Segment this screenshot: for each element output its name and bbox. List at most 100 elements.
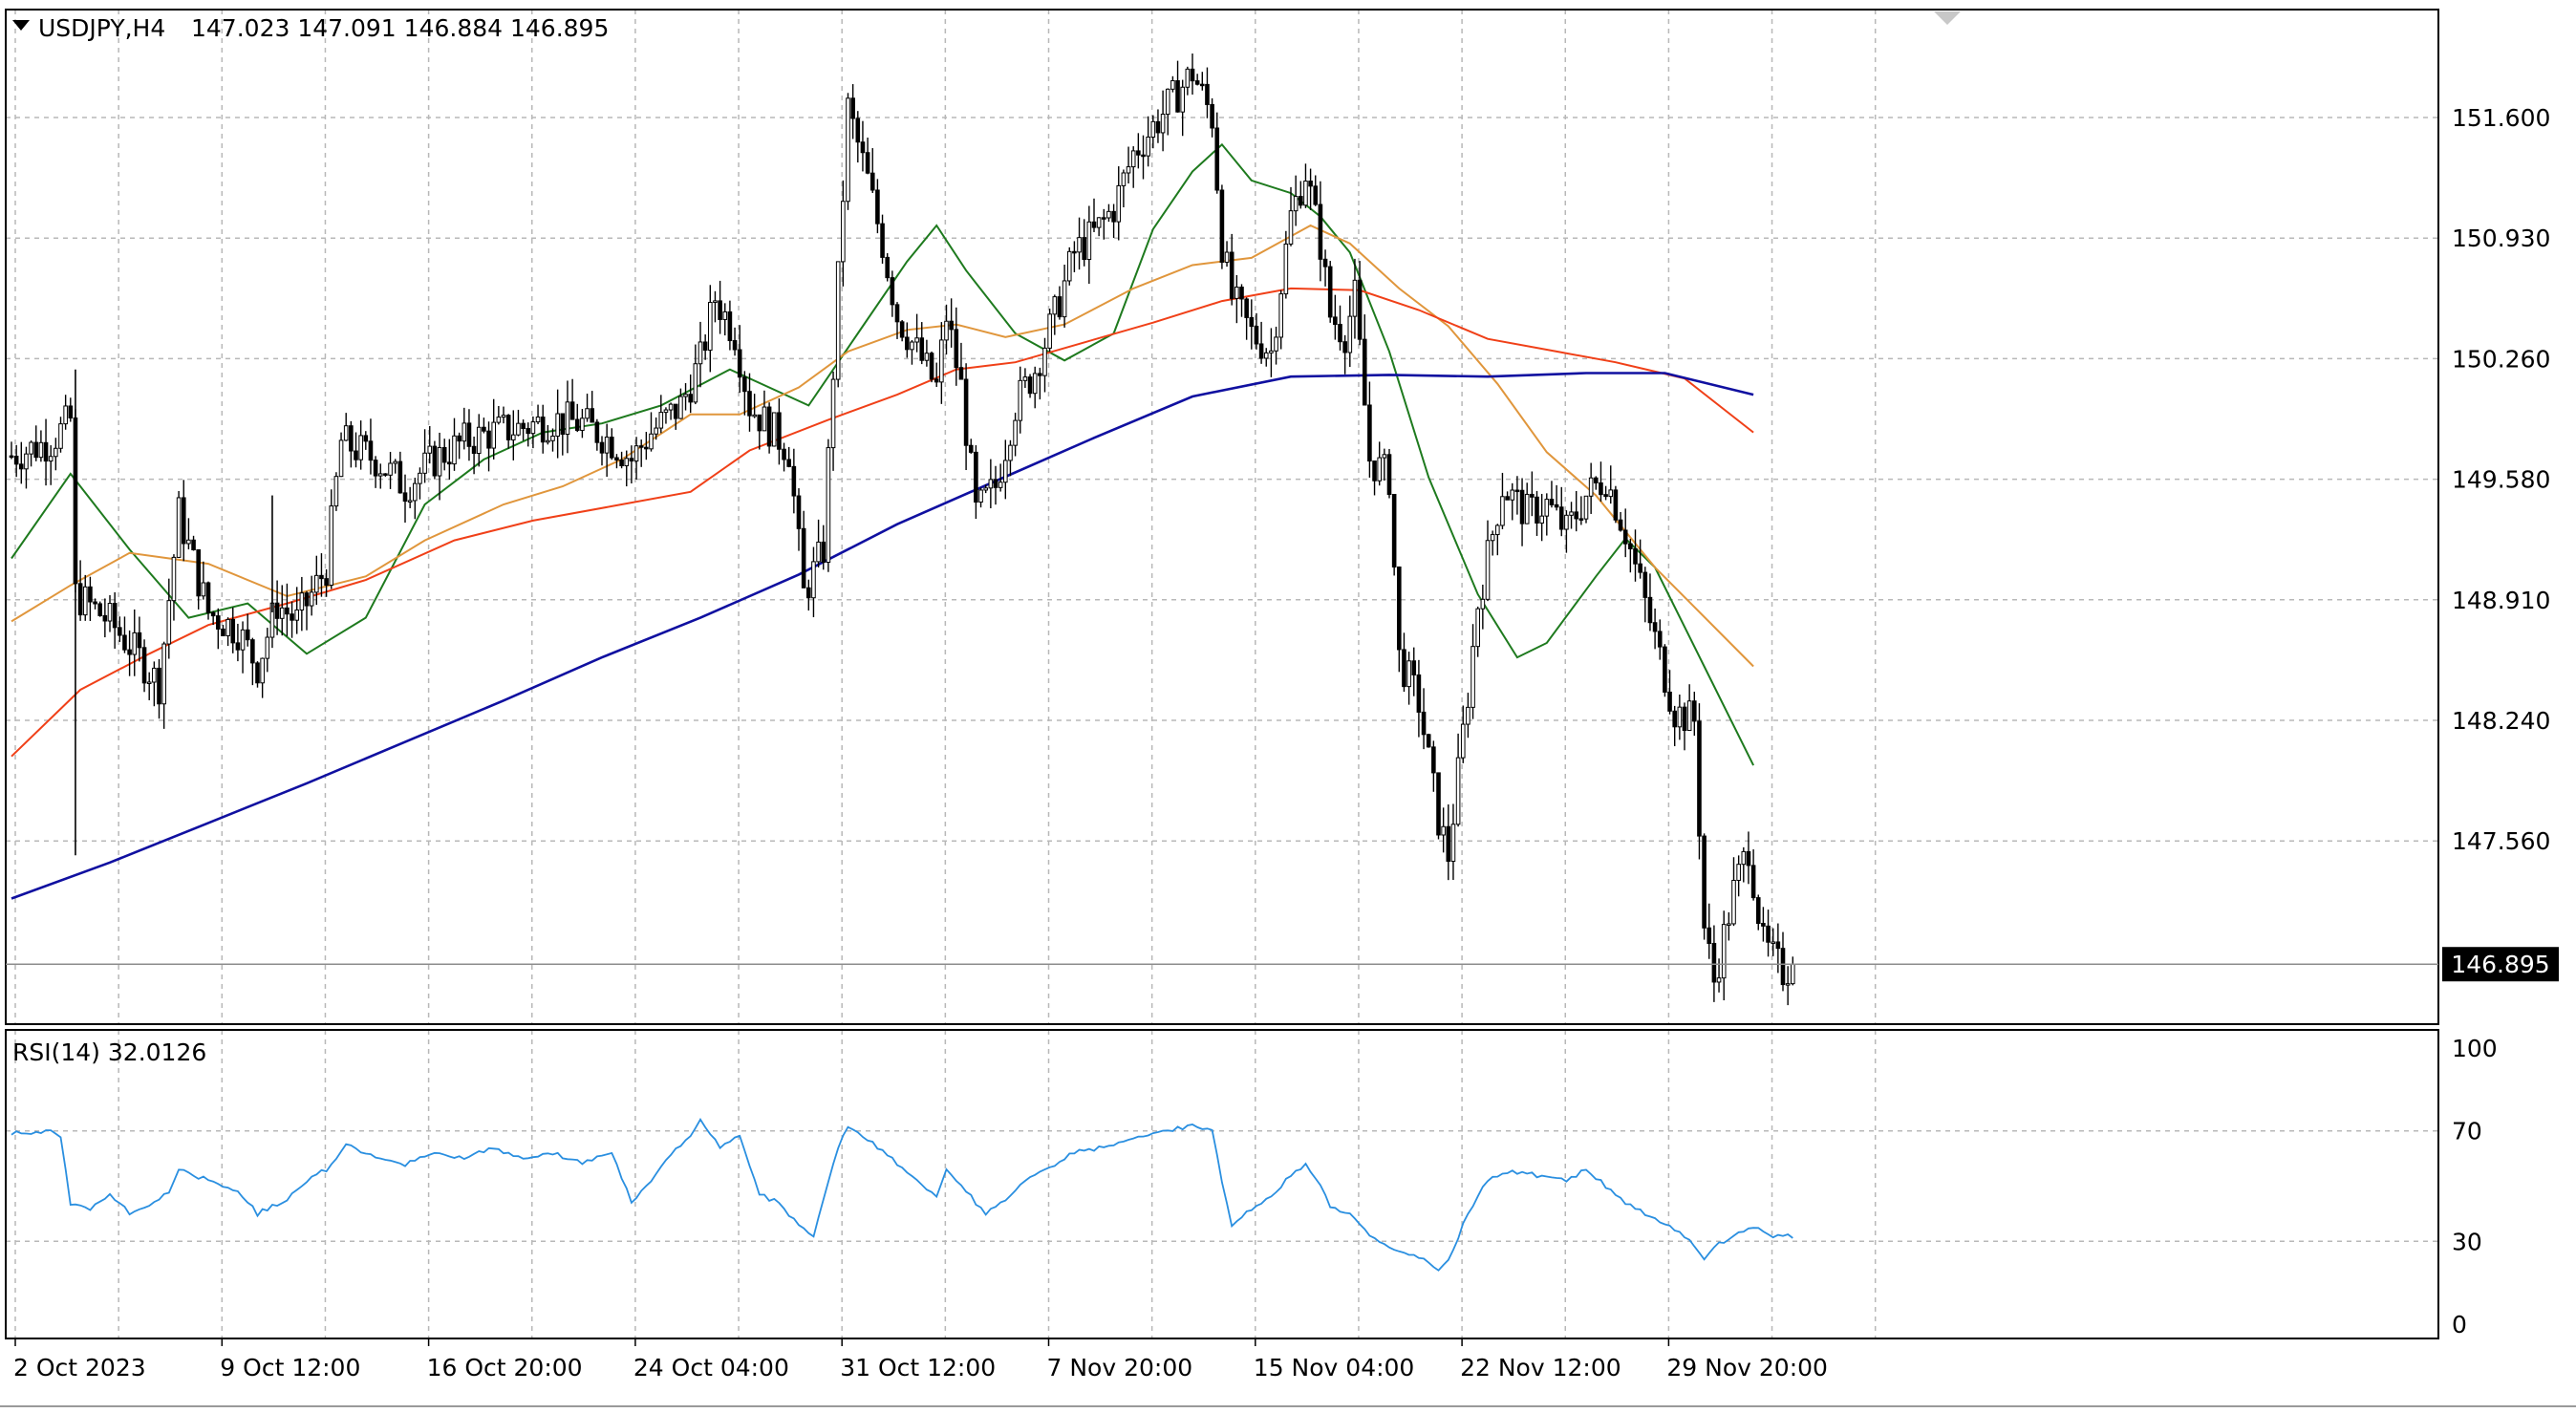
candle [482, 417, 486, 434]
candle-up [329, 505, 334, 586]
candlesticks [9, 54, 1795, 1006]
candle [1239, 284, 1244, 317]
candle-up [585, 408, 590, 419]
candle-down [1362, 338, 1367, 406]
candle [221, 625, 225, 636]
candle-up [1608, 489, 1614, 498]
candle-up [1500, 496, 1505, 526]
candle [752, 394, 757, 418]
candle-up [1180, 86, 1186, 113]
candle [963, 363, 969, 471]
candle [569, 378, 575, 420]
candle [894, 302, 900, 339]
candle [447, 439, 452, 480]
candle-up [1539, 515, 1544, 524]
candle-down [1091, 221, 1097, 228]
candle [574, 403, 580, 433]
candle [1524, 482, 1530, 525]
candle-down [1613, 489, 1619, 521]
candle-down [1219, 189, 1225, 263]
candle-up [377, 473, 383, 477]
collapse-triangle-icon[interactable] [12, 20, 30, 31]
scroll-marker-icon[interactable] [1934, 11, 1961, 25]
candle [1116, 166, 1122, 241]
candle [1558, 486, 1564, 537]
candle-up [176, 497, 182, 558]
candle [1686, 684, 1692, 732]
candle-down [899, 321, 905, 338]
candle [771, 412, 777, 447]
candle-down [349, 425, 354, 452]
candle-down [860, 141, 866, 154]
candle [1667, 670, 1672, 715]
candle [782, 442, 786, 472]
candle [958, 342, 964, 380]
candle [97, 601, 103, 617]
candle [1426, 733, 1431, 748]
candle [988, 459, 994, 508]
candle-down [1594, 477, 1599, 483]
candle-up [678, 396, 683, 419]
candle-up [1165, 88, 1170, 116]
candle [1441, 807, 1446, 853]
candle-down [181, 497, 186, 545]
candle [1466, 693, 1470, 739]
candle-up [265, 636, 270, 659]
candle-down [757, 414, 762, 432]
candle [939, 322, 944, 404]
candle [1692, 692, 1697, 737]
candle-up [294, 609, 299, 621]
candle [343, 413, 349, 441]
candle [1785, 966, 1791, 1006]
candle [441, 439, 447, 471]
candle [1205, 67, 1210, 118]
candle-down [1200, 83, 1205, 87]
candle [1682, 702, 1687, 751]
candle [1249, 299, 1255, 350]
candle [599, 436, 605, 466]
candle-down [1431, 746, 1436, 774]
candle-up [309, 591, 314, 607]
candle-up [1185, 68, 1191, 88]
candle-up [752, 414, 757, 417]
candle [1588, 462, 1594, 514]
candle [614, 454, 619, 469]
candle-up [841, 201, 846, 263]
candle-up [555, 413, 560, 438]
candle [250, 637, 255, 686]
candle-up [1146, 136, 1150, 157]
candle [590, 391, 595, 423]
candle-down [1111, 210, 1116, 223]
candle [1530, 471, 1535, 517]
time-tick-label: 16 Oct 20:00 [427, 1354, 583, 1381]
candle [1126, 146, 1131, 184]
candle [422, 429, 427, 483]
candle [663, 407, 669, 424]
candle-up [476, 426, 482, 454]
candle-down [93, 601, 97, 605]
candle [1258, 321, 1264, 364]
candle [1613, 485, 1619, 524]
candle-down [1599, 482, 1603, 496]
candle-down [590, 408, 595, 423]
candle-up [988, 479, 994, 489]
candle [954, 307, 959, 386]
candle-down [1136, 150, 1141, 156]
candle-up [846, 97, 850, 203]
candle [633, 437, 639, 481]
candle [762, 390, 767, 432]
candle [1027, 374, 1033, 398]
candle [1736, 855, 1741, 897]
candle [1269, 328, 1274, 377]
candle-up [166, 600, 172, 645]
candle [1633, 529, 1638, 582]
candle [530, 416, 536, 449]
candle-down [1038, 373, 1042, 376]
candle [1102, 208, 1106, 240]
candle [693, 344, 698, 405]
candle [373, 456, 378, 488]
time-tick-label: 15 Nov 04:00 [1254, 1354, 1415, 1381]
candle [1594, 476, 1599, 490]
candle [1647, 573, 1653, 632]
candle-up [1126, 166, 1131, 174]
